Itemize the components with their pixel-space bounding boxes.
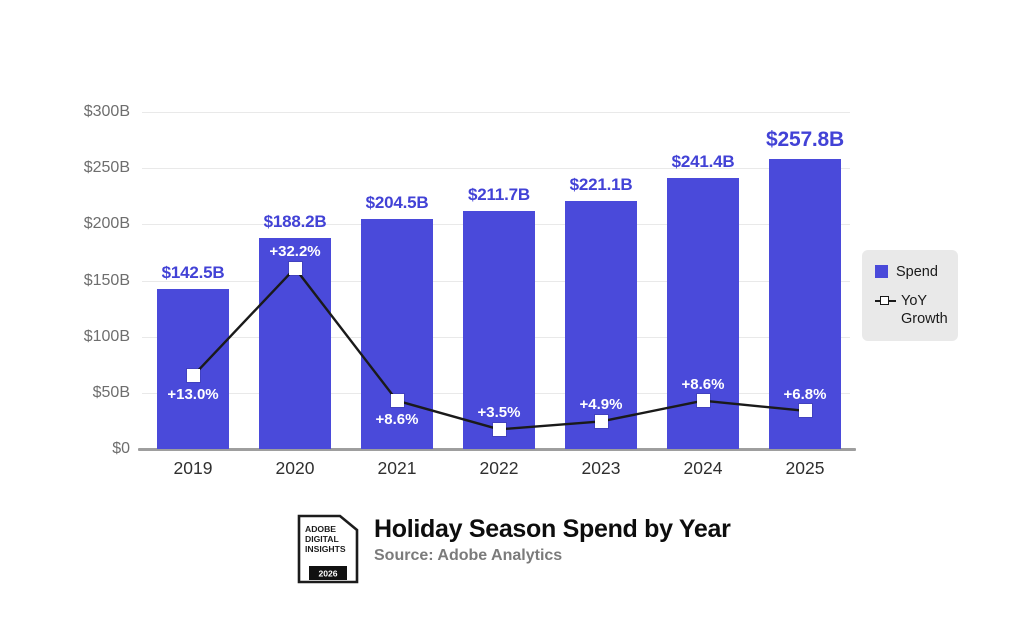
x-label-2021: 2021 xyxy=(377,458,417,478)
yoy-line-marker-icon xyxy=(875,294,896,307)
yoy-marker-2022 xyxy=(492,422,506,436)
legend: Spend YoY Growth xyxy=(862,250,958,341)
yoy-marker-2021 xyxy=(390,394,404,408)
yoy-label-2025: +6.8% xyxy=(783,385,827,403)
bar-value-label-2024: $241.4B xyxy=(671,151,735,171)
footer: ADOBE DIGITAL INSIGHTS 2026 Holiday Seas… xyxy=(296,513,731,585)
x-label-2024: 2024 xyxy=(683,458,723,478)
badge-line3: INSIGHTS xyxy=(305,544,346,554)
chart-source: Source: Adobe Analytics xyxy=(374,547,563,564)
bar-value-label-2020: $188.2B xyxy=(263,211,327,231)
yoy-label-2021: +8.6% xyxy=(375,410,419,428)
legend-yoy-label: YoY Growth xyxy=(901,293,948,327)
badge-line1: ADOBE xyxy=(305,524,336,534)
bar-2023 xyxy=(565,200,637,449)
x-label-2019: 2019 xyxy=(173,458,213,478)
yoy-marker-2020 xyxy=(288,261,302,275)
bar-value-label-2023: $221.1B xyxy=(569,174,633,194)
adobe-digital-insights-badge: ADOBE DIGITAL INSIGHTS 2026 xyxy=(297,514,359,584)
yoy-marker-2019 xyxy=(186,369,200,383)
bar-value-label-2021: $204.5B xyxy=(365,193,429,213)
chart-title: Holiday Season Spend by Year xyxy=(374,515,731,543)
y-tick-$100B: $100B xyxy=(83,327,130,345)
bar-value-label-2025: $257.8B xyxy=(766,128,844,152)
badge-year: 2026 xyxy=(318,569,337,579)
yoy-label-2019: +13.0% xyxy=(167,385,219,403)
footer-text: Holiday Season Spend by Year Source: Ado… xyxy=(374,513,731,565)
y-tick-$250B: $250B xyxy=(83,159,130,177)
x-label-2020: 2020 xyxy=(275,458,315,478)
gridline-$300B xyxy=(142,112,850,113)
badge-outline xyxy=(297,514,359,584)
x-label-2023: 2023 xyxy=(581,458,621,478)
spend-swatch-icon xyxy=(875,265,888,278)
yoy-label-2022: +3.5% xyxy=(477,404,521,422)
legend-spend-label: Spend xyxy=(896,264,938,280)
yoy-label-2024: +8.6% xyxy=(681,375,725,393)
legend-item-spend: Spend xyxy=(875,263,952,281)
bar-2021 xyxy=(361,219,433,449)
y-tick-$50B: $50B xyxy=(92,383,130,401)
x-label-2025: 2025 xyxy=(785,458,825,478)
bar-2025 xyxy=(769,159,841,449)
yoy-label-2023: +4.9% xyxy=(579,396,623,414)
yoy-marker-2024 xyxy=(696,394,710,408)
bar-2022 xyxy=(463,211,535,449)
yoy-marker-2023 xyxy=(594,414,608,428)
x-axis-line xyxy=(138,448,856,451)
x-label-2022: 2022 xyxy=(479,458,519,478)
legend-item-yoy-growth: YoY Growth xyxy=(875,292,952,328)
badge-line2: DIGITAL xyxy=(305,534,339,544)
y-tick-$200B: $200B xyxy=(83,215,130,233)
y-tick-$0: $0 xyxy=(112,440,130,457)
y-tick-$150B: $150B xyxy=(83,271,130,289)
yoy-label-2020: +32.2% xyxy=(269,243,321,261)
badge-year-band xyxy=(309,566,347,580)
y-tick-$300B: $300B xyxy=(83,103,130,120)
bar-2019 xyxy=(157,288,229,449)
yoy-marker-2025 xyxy=(798,404,812,418)
bar-value-label-2019: $142.5B xyxy=(161,262,225,282)
bar-value-label-2022: $211.7B xyxy=(468,185,530,205)
gridline-$250B xyxy=(142,168,850,170)
